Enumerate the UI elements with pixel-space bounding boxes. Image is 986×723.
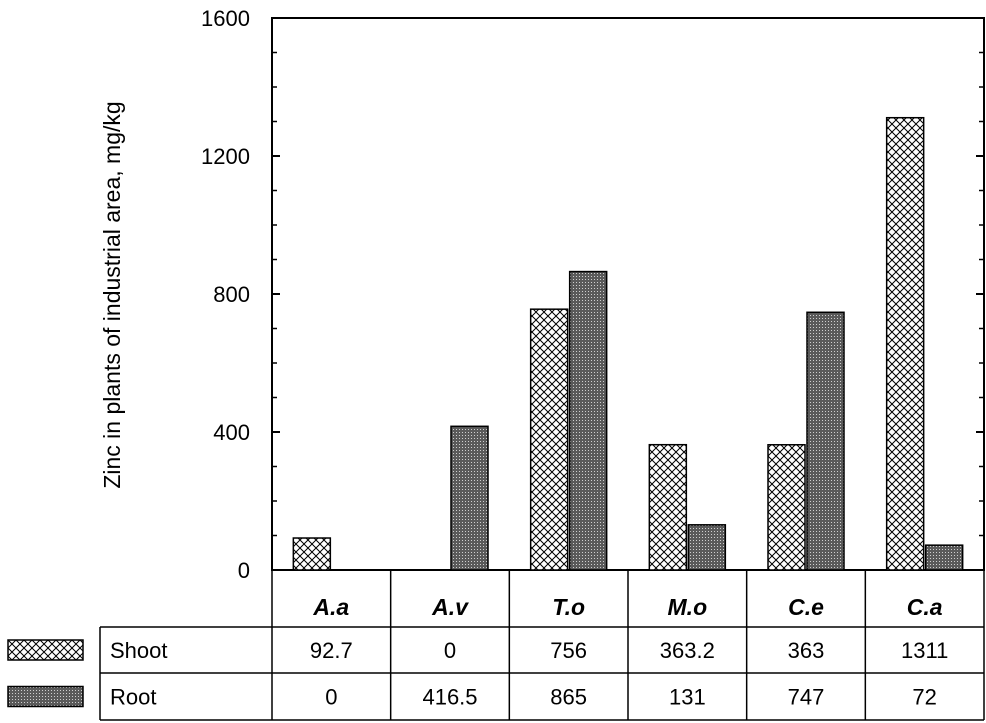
bar-shoot-c-e <box>767 444 806 571</box>
legend-label-root: Root <box>110 685 156 710</box>
category-label: C.e <box>788 594 824 620</box>
table-cell: 72 <box>912 685 936 710</box>
table-cell: 0 <box>325 685 337 710</box>
category-label: C.a <box>907 594 943 620</box>
table-cell: 756 <box>550 638 587 663</box>
category-label: A.a <box>312 594 349 620</box>
y-axis: 0 400 800 1200 1600 <box>201 6 984 583</box>
category-label: A.v <box>431 594 469 620</box>
bar-root-c-e <box>806 311 845 571</box>
bar-root-a-v <box>450 425 489 571</box>
bar-root-m-o <box>687 524 727 571</box>
data-table: A.a A.v T.o M.o C.e C.a Shoot 92.7 0 756 363.2 363 1… <box>7 570 985 721</box>
bar-shoot-c-a <box>885 116 925 571</box>
legend-label-shoot: Shoot <box>110 638 168 663</box>
table-cell: 865 <box>550 685 587 710</box>
bar-root-c-a <box>924 544 964 571</box>
bar-shoot-a-a <box>292 537 332 571</box>
category-label: M.o <box>668 594 708 620</box>
y-tick-label: 800 <box>213 282 250 307</box>
y-tick-label: 1200 <box>201 144 250 169</box>
table-cell: 0 <box>444 638 456 663</box>
y-tick-label: 1600 <box>201 6 250 31</box>
category-label: T.o <box>552 594 585 620</box>
legend-swatch-shoot <box>7 639 84 661</box>
table-cell: 131 <box>669 685 706 710</box>
table-cell: 363 <box>788 638 825 663</box>
y-axis-label: Zinc in plants of industrial area, mg/kg <box>99 101 125 488</box>
y-tick-label: 400 <box>213 420 250 445</box>
bar-root-t-o <box>568 270 608 571</box>
plot-frame <box>271 17 985 571</box>
bar-shoot-t-o <box>529 308 569 571</box>
table-cell: 416.5 <box>422 685 477 710</box>
legend-swatch-root <box>7 685 84 708</box>
table-cell: 92.7 <box>310 638 353 663</box>
table-cell: 363.2 <box>660 638 715 663</box>
y-tick-label: 0 <box>238 558 250 583</box>
table-cell: 747 <box>788 685 825 710</box>
bar-shoot-m-o <box>648 443 688 571</box>
bars <box>292 116 964 571</box>
table-cell: 1311 <box>901 638 948 663</box>
